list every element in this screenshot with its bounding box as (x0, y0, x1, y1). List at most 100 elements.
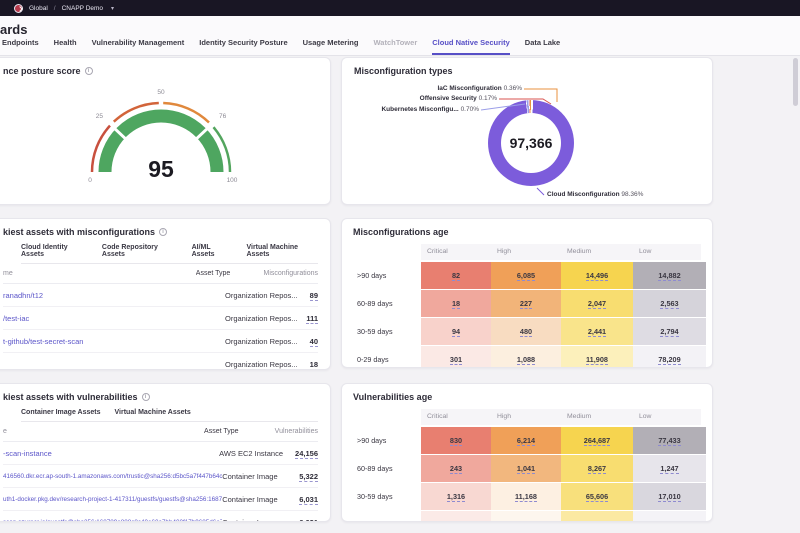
page-title: ards (0, 22, 28, 37)
heat-cell-link[interactable]: 14,882 (658, 270, 681, 281)
heatmap-row: >90 days 82 6,085 14,496 14,882 (353, 262, 706, 289)
col-header-asset-type[interactable]: Asset Type (195, 270, 231, 277)
misconfigurations-age-heatmap: Critical High Medium Low >90 days 82 6,0… (353, 244, 706, 367)
table-header-row: e Asset Type Vulnerabilities (3, 422, 318, 442)
tab-virtual-machine-assets[interactable]: Virtual Machine Assets (114, 409, 191, 416)
tab-health[interactable]: Health (53, 38, 77, 47)
info-icon[interactable]: i (84, 67, 93, 75)
misconfigurations-age-title: Misconfigurations age (353, 227, 449, 237)
heat-cell-link[interactable]: 65,606 (585, 491, 609, 502)
heat-cell-link[interactable]: 9,263 (517, 520, 535, 522)
table-row: t-github/test-secret-scan Organization R… (3, 330, 318, 353)
tab-endpoints[interactable]: Endpoints (2, 38, 39, 47)
breadcrumb-current[interactable]: CNAPP Demo (61, 4, 104, 12)
misconfig-assets-title: kiest assets with misconfigurations (3, 227, 156, 237)
heat-cell-link[interactable]: 480 (519, 326, 533, 337)
heat-cell-link[interactable]: 1,846 (447, 520, 465, 522)
heat-cell-link[interactable]: 14,496 (585, 270, 609, 281)
heat-cell-link[interactable]: 77,433 (658, 435, 681, 446)
col-header-vulnerabilities[interactable]: Vulnerabilities (274, 428, 318, 435)
heat-cell-link[interactable]: 2,441 (587, 326, 607, 337)
heat-cell-link[interactable]: 2,047 (587, 298, 607, 309)
heat-cell-link[interactable]: 1,088 (516, 354, 536, 365)
heat-cell-link[interactable]: 11,908 (586, 354, 608, 365)
tab-virtual-machine-assets[interactable]: Virtual Machine Assets (246, 244, 299, 258)
table-row: ranadhn/t12 Organization Repos... 89 (3, 284, 318, 307)
callout-kubernetes: Kubernetes Misconfigu... 0.70% (381, 106, 479, 113)
heat-cell-link[interactable]: 6,085 (516, 270, 536, 281)
tab-code-repository-assets[interactable]: Code Repository Assets (101, 244, 158, 258)
vuln-count-link[interactable]: 6,031 (299, 517, 318, 521)
misconfig-count-link[interactable]: 111 (306, 313, 318, 324)
dashboard-tabbar: Endpoints Health Vulnerability Managemen… (2, 38, 560, 55)
misconfiguration-types-title: Misconfiguration types (354, 66, 453, 76)
tab-data-lake[interactable]: Data Lake (524, 38, 561, 47)
gauge-tick-25: 25 (95, 113, 103, 120)
heat-cell-link[interactable]: 264,687 (583, 435, 611, 446)
heat-cell-link[interactable]: 94 (451, 326, 461, 337)
heatmap-row: 60-89 days 243 1,041 8,267 1,247 (353, 455, 706, 482)
col-header-asset-type[interactable]: Asset Type (204, 428, 239, 435)
heat-cell-link[interactable]: 1,247 (660, 463, 679, 474)
falcon-logo-icon[interactable] (14, 3, 23, 13)
heat-cell-link[interactable]: 2,563 (660, 298, 679, 309)
tab-ai-ml-assets[interactable]: AI/ML Assets (191, 244, 215, 258)
asset-name-link[interactable]: t-github/test-secret-scan (3, 336, 84, 346)
misconfig-count-link[interactable]: 40 (309, 336, 318, 347)
breadcrumb-root[interactable]: Global (29, 4, 48, 12)
heat-cell-link[interactable]: 1,316 (446, 491, 466, 502)
tab-identity-security-posture[interactable]: Identity Security Posture (199, 38, 288, 47)
heat-cell-link[interactable]: 2,794 (660, 326, 679, 337)
heat-cell-link[interactable]: 78,209 (658, 354, 681, 365)
asset-name-link[interactable]: 416560.dkr.ecr.ap-south-1.amazonaws.com/… (3, 472, 223, 480)
info-icon[interactable]: i (159, 228, 168, 236)
vuln-assets-table: e Asset Type Vulnerabilities -scan-insta… (3, 422, 318, 522)
tab-usage-metering[interactable]: Usage Metering (302, 38, 359, 47)
top-navbar: Global / CNAPP Demo ▾ (0, 0, 800, 16)
heat-cell-link[interactable]: 830 (449, 435, 463, 446)
misconfig-count-link[interactable]: 89 (309, 290, 318, 301)
heat-cell-link[interactable]: 1,041 (516, 463, 536, 474)
asset-name-link[interactable]: uth1-docker.pkg.dev/research-project-1-4… (3, 495, 223, 503)
tab-cloud-identity-assets[interactable]: Cloud Identity Assets (21, 244, 68, 258)
heat-cell-link[interactable]: 18 (451, 298, 461, 309)
asset-name-link[interactable]: scan.azurecr.io/guestfs@sha256:168789e88… (3, 518, 223, 522)
gauge-tick-76: 76 (219, 113, 227, 120)
asset-name-link[interactable]: ranadhn/t12 (3, 290, 44, 300)
heat-cell-link[interactable]: 11,168 (515, 491, 537, 502)
chevron-down-icon[interactable]: ▾ (111, 5, 115, 12)
table-row: uth1-docker.pkg.dev/research-project-1-4… (3, 488, 318, 511)
col-header-name[interactable]: e (3, 428, 7, 435)
col-header-name[interactable]: me (3, 270, 13, 277)
vuln-count-link[interactable]: 24,156 (295, 448, 318, 459)
tab-watchtower[interactable]: WatchTower (373, 38, 418, 47)
table-row: -scan-instance AWS EC2 Instance 24,156 (3, 442, 318, 465)
vuln-count-link[interactable]: 6,031 (299, 494, 318, 505)
col-header-high: High (497, 248, 511, 255)
heat-cell-link[interactable]: 301 (449, 354, 463, 365)
tab-vulnerability-management[interactable]: Vulnerability Management (91, 38, 185, 47)
heat-cell-link[interactable]: 17,010 (658, 491, 681, 502)
asset-name-link[interactable]: -scan-instance (3, 448, 52, 458)
heat-cell-link[interactable]: 82 (451, 270, 461, 281)
heat-cell-link[interactable]: 243 (449, 463, 463, 474)
heatmap-row: >90 days 830 6,214 264,687 77,433 (353, 427, 706, 454)
heat-cell-link[interactable]: 6,214 (516, 435, 536, 446)
asset-name-link[interactable]: /test-iac (3, 313, 30, 323)
heat-cell-link[interactable]: 25,365 (658, 520, 680, 522)
vuln-count-link[interactable]: 5,322 (299, 471, 318, 482)
misconfig-count-link[interactable]: 18 (309, 359, 318, 369)
posture-score-title: nce posture score (3, 66, 81, 76)
posture-score-card: nce posture score i 0 25 50 76 100 95 (0, 57, 331, 205)
col-header-misconfigurations[interactable]: Misconfigurations (263, 270, 318, 277)
tab-container-image-assets[interactable]: Container Image Assets (21, 409, 101, 416)
vertical-scrollbar[interactable] (793, 58, 798, 106)
tab-cloud-native-security[interactable]: Cloud Native Security (432, 38, 510, 55)
heat-cell-link[interactable]: 227 (519, 298, 533, 309)
heat-cell-link[interactable]: 68,217 (586, 520, 608, 522)
donut-ring[interactable] (488, 100, 574, 186)
vuln-assets-card: kiest assets with vulnerabilities i Cont… (0, 383, 331, 522)
table-row: Organization Repos... 18 (3, 353, 318, 369)
info-icon[interactable]: i (141, 393, 150, 401)
heat-cell-link[interactable]: 8,267 (587, 463, 607, 474)
